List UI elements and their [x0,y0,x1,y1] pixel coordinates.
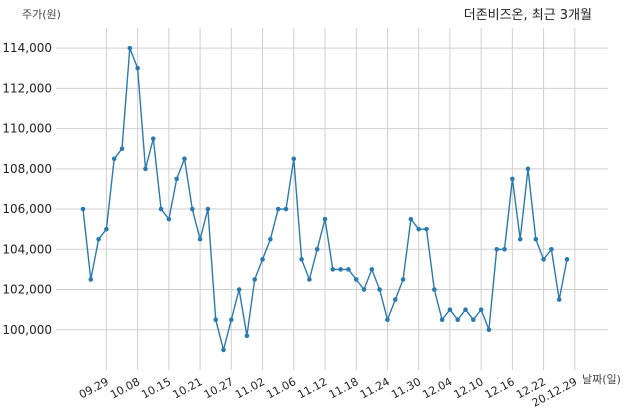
data-point [486,327,492,333]
grid-lines [56,28,608,370]
data-point [408,216,414,222]
data-point [502,246,507,252]
data-point [392,297,398,302]
data-point [525,166,531,172]
data-point [447,307,453,312]
data-point [307,277,312,282]
data-point [424,226,429,232]
data-point [431,287,437,292]
x-tick-label: 11.12 [295,375,329,401]
data-point [221,347,226,353]
data-point [197,236,203,242]
x-tick-label: 10.08 [108,375,142,401]
data-point [314,246,320,252]
x-tick-label: 10.27 [202,375,236,401]
x-tick-label: 11.18 [327,375,361,401]
data-point [346,267,351,272]
x-tick-label: 12.16 [483,375,517,401]
y-tick-label: 104,000 [2,242,52,256]
data-point [150,136,156,141]
x-tick-label: 10.15 [139,375,173,401]
x-tick-label: 11.06 [264,375,298,401]
x-tick-label: 12.10 [452,375,486,401]
data-point [96,236,101,242]
data-point [268,236,273,242]
data-point [80,206,86,212]
chart-title: 더존비즈온, 최근 3개월 [464,8,592,23]
data-point [416,226,421,232]
data-point [291,156,297,162]
data-point [400,277,406,282]
data-point [471,317,476,323]
y-tick-label: 100,000 [2,323,52,337]
data-point [158,206,164,212]
y-tick-label: 108,000 [2,162,52,176]
data-point [322,216,328,222]
data-point [517,236,523,242]
x-tick-label: 12.04 [420,375,454,401]
data-point [369,267,375,272]
data-point [229,317,234,323]
x-tick-label: 10.21 [171,375,205,401]
data-point [556,297,562,302]
data-point [510,176,515,182]
x-tick-label: 11.24 [358,375,392,401]
data-point [455,317,461,323]
y-tick-label: 114,000 [2,41,52,55]
data-point [564,257,570,262]
data-point [353,277,359,282]
data-point [361,287,367,292]
data-point [260,257,265,262]
data-point [549,246,554,252]
y-axis-label: 주가(원) [22,8,61,21]
data-point [439,317,445,323]
y-tick-label: 102,000 [2,283,52,297]
data-point [236,287,242,292]
x-tick-label: 11.30 [389,375,423,401]
data-point [174,176,179,182]
data-point [533,236,539,242]
data-point [119,146,125,152]
data-point [189,206,195,212]
x-axis-label: 날짜(일) [582,372,621,386]
data-point [275,206,281,212]
data-point [494,246,500,252]
data-point [338,267,343,272]
data-point [244,333,250,339]
y-tick-label: 106,000 [2,202,52,216]
x-tick-label: 11.02 [233,375,267,401]
data-point [283,206,289,212]
price-points [80,45,570,353]
data-point [478,307,484,312]
data-point [143,166,148,172]
data-point [377,287,382,292]
data-point [385,317,390,323]
data-point [299,257,304,262]
data-point [127,45,133,51]
data-point [166,216,172,222]
data-point [213,317,219,323]
data-point [463,307,468,312]
data-point [104,226,109,232]
x-axis-ticks: 09.2910.0810.1510.2110.2711.0211.0611.12… [77,375,579,409]
data-point [135,65,140,71]
y-tick-label: 112,000 [2,81,52,95]
data-point [330,267,336,272]
data-point [541,257,546,262]
data-point [252,277,258,282]
y-tick-label: 110,000 [2,122,52,136]
data-point [111,156,117,162]
data-point [182,156,187,162]
data-point [205,206,211,212]
y-axis-ticks: 100,000 102,000 104,000 106,000 108,000 110,0… [2,41,52,337]
data-point [88,277,94,282]
x-tick-label: 09.29 [77,375,111,401]
